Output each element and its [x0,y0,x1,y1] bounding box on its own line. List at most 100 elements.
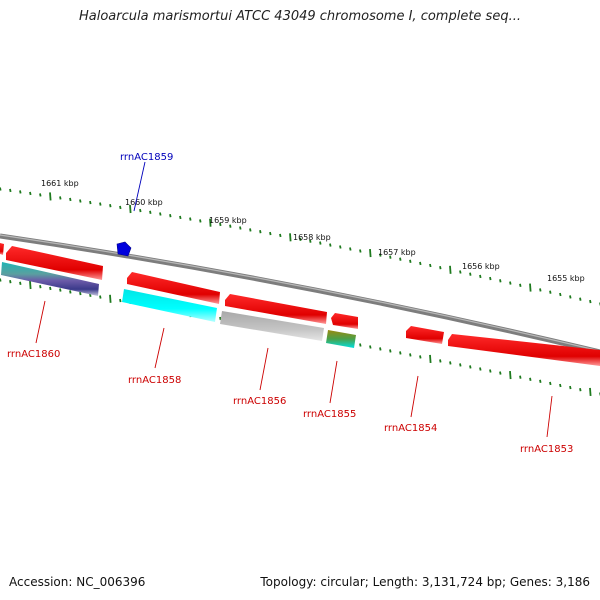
outer-minor-tick [79,199,82,203]
outer-major-tick [449,265,452,274]
outer-minor-tick [119,205,122,210]
outer-minor-tick [479,274,482,279]
gene-rrnAC1855-domains[interactable] [326,330,356,348]
gene-rrnAC1854[interactable] [406,326,444,344]
outer-minor-tick [199,219,202,223]
outer-minor-tick [169,214,172,218]
outer-minor-tick [259,230,262,234]
outer-minor-tick [69,197,72,202]
callout-line-rrnAC1859 [133,161,146,212]
inner-minor-tick [89,293,92,297]
inner-minor-tick [369,345,372,349]
gene-label-rrnAC1858[interactable]: rrnAC1858 [128,375,181,386]
inner-minor-tick [59,288,62,292]
callout-line-rrnAC1853 [546,395,553,438]
outer-minor-tick [299,237,302,241]
outer-major-tick [209,218,212,227]
inner-minor-tick [469,365,472,369]
gene-rrnAC1856-red[interactable] [225,294,327,324]
gene-rrnAC1859[interactable] [116,241,132,257]
inner-minor-tick [39,285,42,289]
outer-minor-tick [219,222,222,227]
outer-minor-tick [179,215,182,220]
accession-text: Accession: NC_006396 [9,575,146,589]
inner-major-tick [589,387,592,396]
outer-minor-tick [39,193,42,197]
gene-label-rrnAC1859[interactable]: rrnAC1859 [120,152,173,163]
gene-label-rrnAC1860[interactable]: rrnAC1860 [7,349,60,360]
inner-minor-tick [79,291,82,296]
kbp-label-1657: 1657 kbp [378,248,416,257]
inner-major-tick [509,371,512,380]
gene-rrnAC1858-cyan[interactable] [122,289,217,322]
inner-minor-tick [219,316,222,321]
inner-minor-tick [569,385,572,390]
outer-minor-tick [189,217,192,221]
outer-minor-tick [539,288,542,292]
inner-minor-tick [389,349,392,353]
inner-minor-tick [539,379,542,383]
outer-minor-tick [159,212,162,216]
gene-rrnAC1860-red[interactable] [6,246,103,280]
outer-major-tick [129,204,132,214]
outer-minor-tick [439,266,442,270]
topology-summary: Topology: circular; Length: 3,131,724 bp… [260,575,590,589]
inner-major-tick [429,354,432,363]
outer-tick-track [0,187,600,306]
scale-labels: 1661 kbp 1660 kbp 1659 kbp 1658 kbp 1657… [41,179,585,283]
inner-minor-tick [529,377,532,381]
inner-minor-tick [19,281,22,285]
inner-minor-tick [99,295,102,299]
outer-minor-tick [489,276,492,281]
outer-minor-tick [509,281,512,285]
outer-minor-tick [229,224,232,228]
outer-minor-tick [269,231,272,236]
inner-minor-tick [409,353,412,357]
gene-rrnAC1853[interactable] [448,334,600,366]
outer-minor-tick [329,243,332,247]
gene-label-rrnAC1856[interactable]: rrnAC1856 [233,396,286,407]
inner-minor-tick [9,280,12,284]
chromosome-backbone [0,233,600,355]
gene-features [0,241,600,366]
gene-rrnAC1855-red[interactable] [331,313,358,329]
gene-rrnAC1858-red[interactable] [127,272,220,304]
outer-minor-tick [99,202,102,206]
gene-label-rrnAC1855[interactable]: rrnAC1855 [303,409,356,420]
outer-minor-tick [89,200,92,205]
inner-minor-tick [579,388,582,392]
inner-minor-tick [439,359,442,363]
outer-minor-tick [9,188,12,193]
gene-partial-left[interactable] [0,243,4,255]
outer-minor-tick [379,253,382,257]
outer-minor-tick [389,255,392,259]
outer-minor-tick [109,204,112,208]
outer-minor-tick [149,210,152,214]
outer-minor-tick [339,245,342,249]
gene-label-rrnAC1854[interactable]: rrnAC1854 [384,423,437,434]
inner-minor-tick [459,363,462,367]
inner-minor-tick [479,367,482,371]
inner-minor-tick [69,290,72,294]
chromosome-backbone-highlight [0,234,600,352]
outer-minor-tick [459,270,462,274]
outer-minor-tick [579,297,582,301]
outer-minor-tick [309,239,312,243]
gene-labels: rrnAC1859 rrnAC1860 rrnAC1858 rrnAC1856 … [7,152,573,455]
outer-minor-tick [0,187,2,191]
inner-minor-tick [499,371,502,375]
gene-rrnAC1860-domains[interactable] [1,262,99,296]
outer-major-tick [49,192,52,201]
gene-label-rrnAC1853[interactable]: rrnAC1853 [520,444,573,455]
outer-minor-tick [589,299,592,304]
inner-minor-tick [0,278,2,282]
gene-callouts [35,161,553,438]
kbp-label-1661: 1661 kbp [41,179,79,188]
outer-minor-tick [499,279,502,283]
gene-rrnAC1856-gray[interactable] [220,311,324,341]
outer-minor-tick [519,283,522,287]
outer-minor-tick [429,263,432,268]
outer-minor-tick [239,226,242,230]
outer-minor-tick [249,228,252,232]
